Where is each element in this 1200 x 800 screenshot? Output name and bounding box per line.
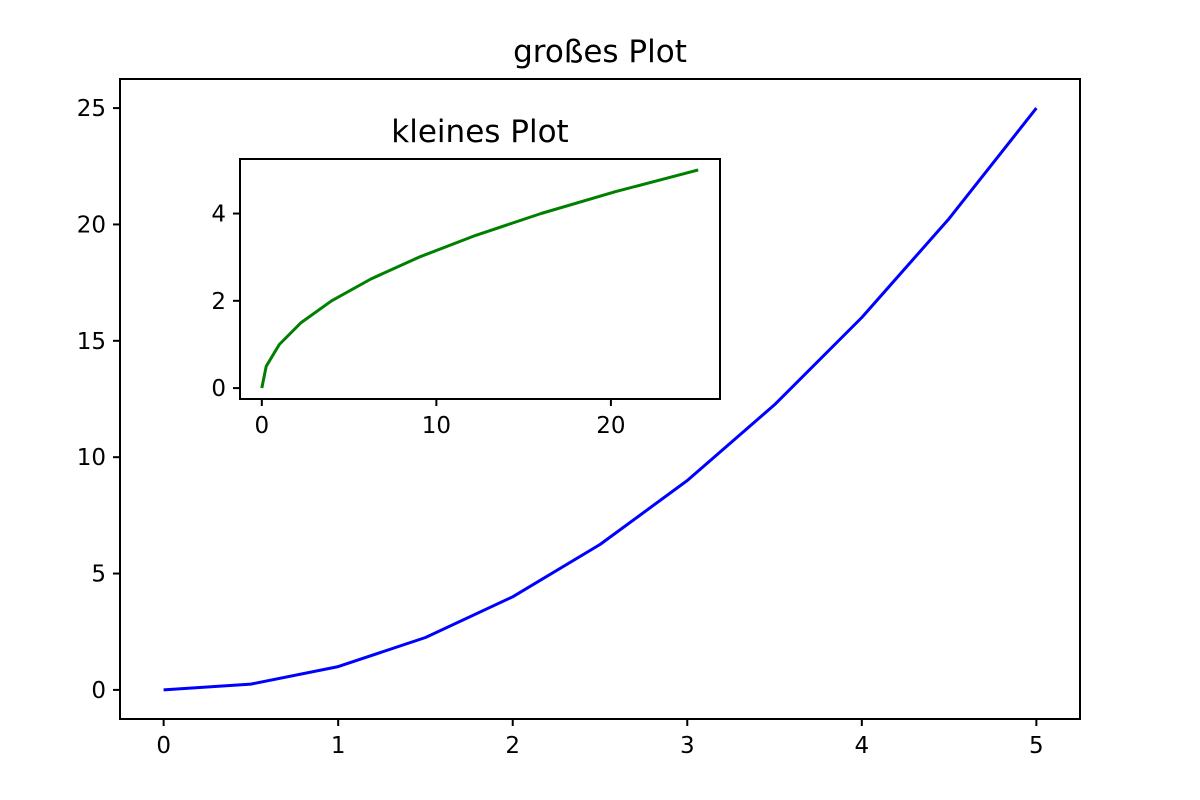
inset-chart-lines — [260, 168, 699, 389]
main-chart-x-tick-label: 3 — [680, 733, 695, 759]
main-chart-x-tick-label: 4 — [854, 733, 869, 759]
main-chart-y-tick-label: 20 — [77, 212, 106, 238]
main-chart-series-line — [163, 107, 1038, 692]
inset-chart-x-tick-label: 10 — [422, 413, 451, 439]
inset-chart-series-line — [260, 168, 699, 389]
main-chart-x-tick-label: 1 — [331, 733, 346, 759]
inset-chart-ticks: 0 10 20 0 2 4 — [211, 202, 625, 439]
main-chart-lines — [163, 107, 1038, 692]
main-chart-x-tick-label: 0 — [156, 733, 171, 759]
main-chart-x-tick-label: 5 — [1029, 733, 1044, 759]
inset-chart-y-tick-label: 4 — [211, 202, 226, 228]
inset-chart-y-tick-label: 0 — [211, 376, 226, 402]
inset-chart: kleines Plot 0 10 20 0 2 4 — [211, 114, 721, 439]
main-chart-y-tick-label: 25 — [77, 96, 106, 122]
main-chart-y-tick-label: 5 — [91, 562, 106, 588]
main-chart-frame — [119, 78, 1081, 720]
main-chart-x-tick-label: 2 — [505, 733, 520, 759]
main-chart-y-tick-label: 15 — [77, 329, 106, 355]
inset-chart-background — [240, 159, 720, 399]
inset-chart-y-tick-label: 2 — [211, 289, 226, 315]
inset-chart-x-tick-label: 0 — [254, 413, 269, 439]
main-chart-y-tick-label: 0 — [91, 678, 106, 704]
inset-chart-x-tick-label: 20 — [596, 413, 625, 439]
main-chart-title: großes Plot — [513, 34, 687, 70]
inset-chart-title: kleines Plot — [391, 114, 568, 150]
inset-chart-frame — [239, 158, 721, 400]
main-chart-y-tick-label: 10 — [77, 445, 106, 471]
